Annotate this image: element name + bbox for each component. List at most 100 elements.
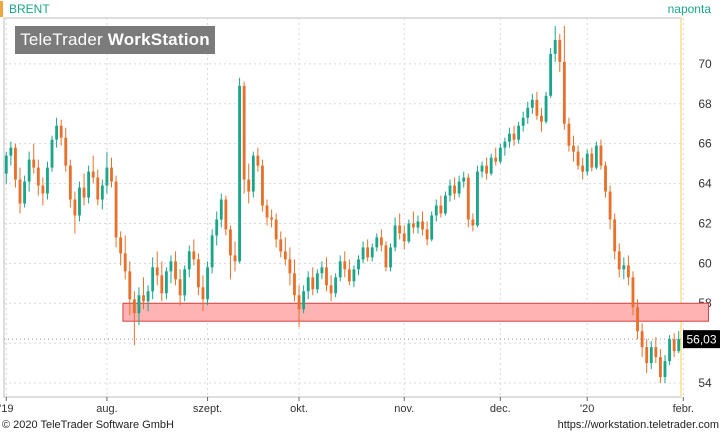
candle-body (384, 245, 388, 268)
candle-body (151, 267, 155, 292)
x-tick-label: nov. (394, 403, 414, 415)
source-url[interactable]: https://workstation.teletrader.com (557, 419, 719, 431)
candle-body (608, 191, 612, 220)
candle-body (192, 251, 196, 260)
candle-body (521, 117, 525, 126)
candle-body (123, 253, 127, 272)
logo-product: WorkStation (107, 30, 210, 49)
candle-body (311, 277, 315, 290)
candle-body (274, 219, 278, 240)
candle-body (142, 295, 145, 302)
candle-body (535, 99, 539, 116)
candle-body (540, 115, 543, 122)
candle-body (174, 261, 177, 280)
candle-body (485, 165, 489, 174)
logo-brand: TeleTrader (20, 30, 103, 49)
candle-body (146, 291, 150, 302)
candle-body (370, 247, 374, 258)
candle-body (448, 185, 452, 196)
candle-body (183, 269, 187, 296)
candle-body (215, 219, 219, 236)
candle-body (572, 145, 575, 152)
candle-body (594, 145, 598, 168)
x-tick-label: aug. (96, 403, 117, 415)
candle-body (265, 205, 269, 218)
last-price-label: 56,03 (686, 333, 716, 347)
candle-body (137, 295, 141, 314)
candle-body (604, 165, 607, 192)
y-tick-label: 54 (698, 376, 712, 390)
support-zone (122, 302, 709, 322)
candle-body (498, 147, 502, 162)
candle-body (187, 251, 191, 270)
candle-body (489, 157, 493, 174)
candle-body (256, 155, 260, 166)
candle-body (32, 159, 36, 168)
plot-area (3, 17, 682, 398)
candle-body (503, 141, 507, 148)
candle-body (297, 295, 301, 310)
candle-body (672, 339, 676, 352)
candle-body (480, 165, 484, 172)
candle-body (544, 95, 548, 122)
candle-body (434, 205, 438, 216)
candle-body (626, 265, 630, 278)
candle-body (466, 177, 470, 220)
candle-body (421, 221, 424, 230)
candle-body (658, 357, 662, 378)
copyright-text: © 2020 TeleTrader Software GmbH (2, 419, 174, 431)
candle-body (347, 269, 351, 282)
candle-body (196, 259, 200, 288)
candle-body (393, 225, 397, 248)
candle-body (462, 177, 466, 182)
candle-body (366, 247, 370, 258)
candle-body (41, 185, 45, 194)
candle-body (439, 205, 443, 214)
candle-body (18, 179, 22, 204)
candle-body (100, 185, 104, 200)
candle-body (361, 247, 365, 260)
candle-body (663, 361, 667, 378)
candle-body (567, 123, 571, 146)
candle-body (329, 285, 333, 294)
candle-body (315, 273, 319, 290)
candle-body (407, 223, 411, 242)
candle-body (105, 167, 109, 186)
symbol-label[interactable]: BRENT (9, 2, 50, 16)
candle-body (517, 125, 521, 140)
candle-body (562, 61, 566, 124)
candle-body (64, 137, 68, 166)
candle-body (219, 199, 223, 220)
candle-body (50, 139, 54, 168)
candle-body (453, 185, 456, 194)
x-tick-label: febr. (673, 403, 694, 415)
candle-body (110, 167, 113, 182)
candle-body (471, 219, 475, 226)
candle-body (293, 273, 296, 296)
y-tick-label: 70 (698, 57, 712, 71)
candle-body (576, 151, 580, 166)
candle-body (68, 165, 72, 200)
candle-body (631, 277, 635, 308)
candle-body (549, 53, 553, 96)
candle-body (494, 157, 498, 162)
candle-body (585, 153, 589, 172)
candle-body (36, 167, 40, 186)
y-tick-label: 66 (698, 137, 712, 151)
candle-body (59, 125, 63, 138)
candle-body (279, 239, 283, 252)
y-tick-label: 64 (698, 177, 712, 191)
candle-body (261, 165, 264, 206)
candle-body (206, 267, 209, 300)
candle-body (87, 171, 91, 198)
candle-body (238, 85, 241, 262)
candle-body (430, 215, 434, 240)
candle-body (27, 159, 31, 182)
y-tick-label: 62 (698, 216, 712, 230)
candle-body (306, 277, 310, 292)
candle-body (288, 259, 292, 274)
candle-body (613, 219, 617, 252)
candle-body (416, 221, 420, 228)
period-label[interactable]: naponta (667, 2, 711, 16)
